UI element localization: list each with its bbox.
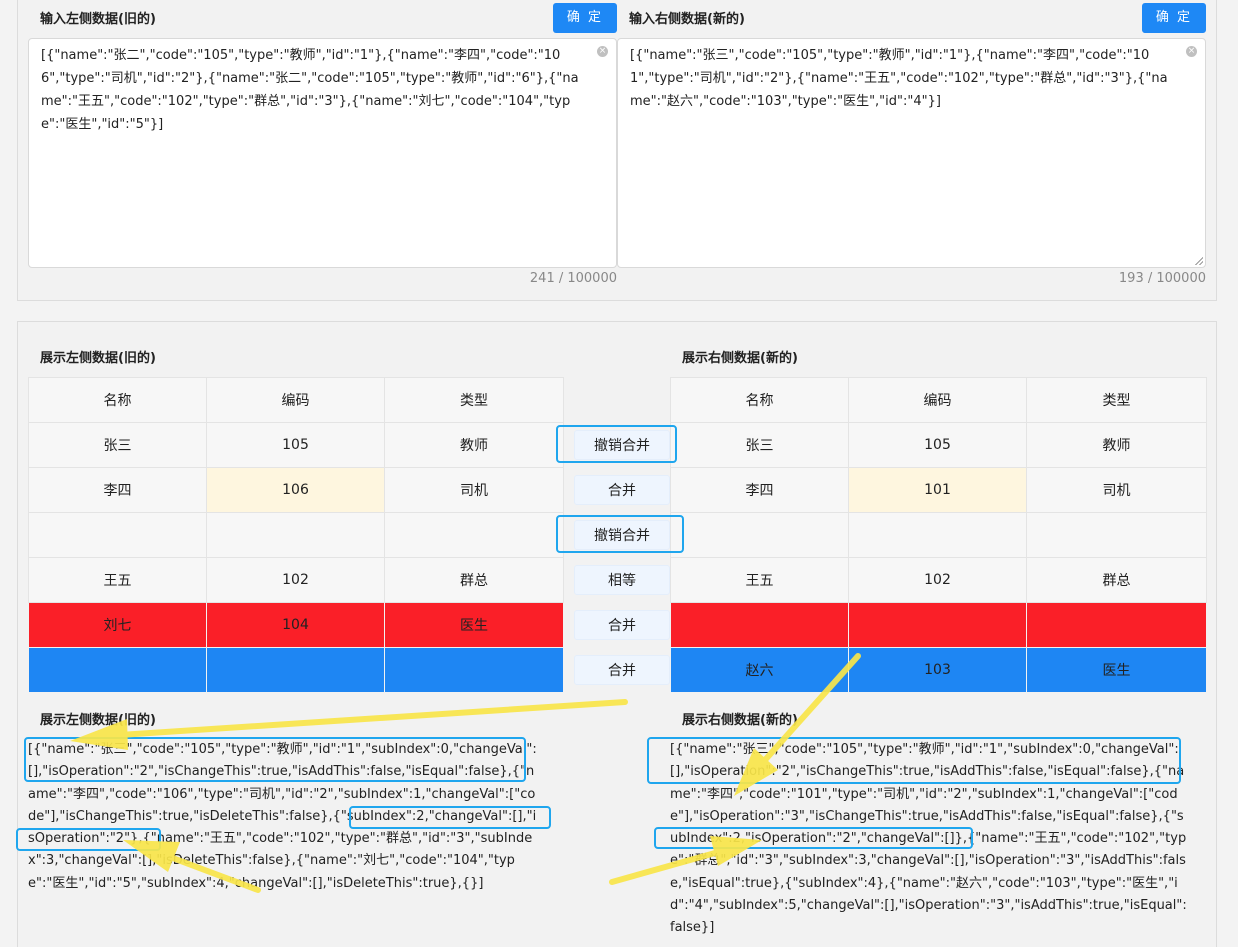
cell-code: 105 bbox=[206, 422, 385, 468]
right-char-count: 193 / 100000 bbox=[1118, 271, 1206, 286]
merge-button[interactable]: 合并 bbox=[574, 610, 670, 640]
cell-name bbox=[670, 602, 849, 648]
table-row-added bbox=[28, 647, 564, 693]
cell-name: 张三 bbox=[670, 422, 849, 468]
left-data-table: 名称 编码 类型 张三 105 教师 李四 106 司机 王五 102 群总 刘… bbox=[28, 377, 564, 693]
merge-button[interactable]: 合并 bbox=[574, 475, 670, 505]
left-data-text: [{"name":"张二","code":"105","type":"教师","… bbox=[41, 48, 579, 132]
cell-code bbox=[848, 512, 1027, 558]
left-input-label: 输入左侧数据(旧的) bbox=[40, 12, 156, 27]
equal-button[interactable]: 相等 bbox=[574, 565, 670, 595]
cell-name: 王五 bbox=[28, 557, 207, 603]
table-row: 张三 105 教师 bbox=[670, 422, 1207, 468]
table-row-deleted: 刘七 104 医生 bbox=[28, 602, 564, 648]
table-row bbox=[28, 512, 564, 558]
left-confirm-button[interactable]: 确 定 bbox=[553, 3, 617, 33]
clear-icon[interactable]: × bbox=[597, 46, 608, 57]
cell-type bbox=[1026, 602, 1207, 648]
header-type: 类型 bbox=[384, 377, 564, 423]
table-row: 王五 102 群总 bbox=[28, 557, 564, 603]
cell-code: 102 bbox=[206, 557, 385, 603]
cell-type: 司机 bbox=[1026, 467, 1207, 513]
arrow-head-icon bbox=[70, 719, 128, 750]
table-row: 李四 101 司机 bbox=[670, 467, 1207, 513]
left-char-count: 241 / 100000 bbox=[529, 271, 617, 286]
table-row-added: 赵六 103 医生 bbox=[670, 647, 1207, 693]
table-row: 张三 105 教师 bbox=[28, 422, 564, 468]
header-code: 编码 bbox=[206, 377, 385, 423]
header-name: 名称 bbox=[28, 377, 207, 423]
header-code: 编码 bbox=[848, 377, 1027, 423]
cell-name: 刘七 bbox=[28, 602, 207, 648]
cell-type: 群总 bbox=[1026, 557, 1207, 603]
cell-code: 104 bbox=[206, 602, 385, 648]
right-data-textarea[interactable]: [{"name":"张三","code":"105","type":"教师","… bbox=[617, 38, 1206, 268]
arrow-line bbox=[117, 699, 628, 738]
annotation-box bbox=[654, 827, 973, 849]
annotation-box bbox=[556, 515, 684, 553]
undo-merge-button[interactable]: 撤销合并 bbox=[574, 430, 670, 460]
right-result-label: 展示右侧数据(新的) bbox=[682, 713, 798, 728]
right-display-label: 展示右侧数据(新的) bbox=[682, 351, 798, 366]
header-type: 类型 bbox=[1026, 377, 1207, 423]
arrow-head-icon bbox=[710, 836, 762, 866]
cell-code-changed: 106 bbox=[206, 467, 385, 513]
header-name: 名称 bbox=[670, 377, 849, 423]
cell-name: 李四 bbox=[670, 467, 849, 513]
arrow-line bbox=[609, 850, 718, 885]
undo-merge-button[interactable]: 撤销合并 bbox=[574, 520, 670, 550]
table-row bbox=[670, 512, 1207, 558]
cell-code: 102 bbox=[848, 557, 1027, 603]
arrow-line bbox=[167, 854, 261, 893]
cell-code bbox=[206, 647, 385, 693]
table-row: 李四 106 司机 bbox=[28, 467, 564, 513]
right-data-table: 名称 编码 类型 张三 105 教师 李四 101 司机 王五 102 群总 赵… bbox=[670, 377, 1207, 693]
cell-name: 李四 bbox=[28, 467, 207, 513]
cell-type bbox=[384, 647, 564, 693]
cell-code bbox=[206, 512, 385, 558]
arrow-head-icon bbox=[123, 840, 180, 872]
cell-code: 105 bbox=[848, 422, 1027, 468]
cell-type bbox=[384, 512, 564, 558]
table-header-row: 名称 编码 类型 bbox=[670, 377, 1207, 423]
clear-icon[interactable]: × bbox=[1186, 46, 1197, 57]
cell-type bbox=[1026, 512, 1207, 558]
cell-type: 医生 bbox=[1026, 647, 1207, 693]
annotation-box bbox=[349, 806, 551, 829]
cell-type: 司机 bbox=[384, 467, 564, 513]
cell-name: 张三 bbox=[28, 422, 207, 468]
left-data-textarea[interactable]: [{"name":"张二","code":"105","type":"教师","… bbox=[28, 38, 617, 268]
cell-name: 王五 bbox=[670, 557, 849, 603]
annotation-box bbox=[556, 425, 677, 463]
right-data-text: [{"name":"张三","code":"105","type":"教师","… bbox=[630, 48, 1168, 109]
right-result-json: [{"name":"张三","code":"105","type":"教师","… bbox=[670, 742, 1187, 936]
right-input-label: 输入右侧数据(新的) bbox=[629, 12, 745, 27]
cell-type: 教师 bbox=[384, 422, 564, 468]
right-confirm-button[interactable]: 确 定 bbox=[1142, 3, 1206, 33]
cell-name: 赵六 bbox=[670, 647, 849, 693]
annotation-box bbox=[647, 737, 1181, 784]
merge-button[interactable]: 合并 bbox=[574, 655, 670, 685]
cell-name bbox=[28, 647, 207, 693]
cell-code-changed: 101 bbox=[848, 467, 1027, 513]
cell-code: 103 bbox=[848, 647, 1027, 693]
table-header-row: 名称 编码 类型 bbox=[28, 377, 564, 423]
resize-handle-icon[interactable] bbox=[1195, 257, 1203, 265]
cell-type: 医生 bbox=[384, 602, 564, 648]
arrow-line bbox=[762, 653, 861, 763]
annotation-box bbox=[16, 828, 161, 851]
arrow-head-icon bbox=[734, 748, 778, 796]
cell-type: 教师 bbox=[1026, 422, 1207, 468]
table-row: 王五 102 群总 bbox=[670, 557, 1207, 603]
cell-type: 群总 bbox=[384, 557, 564, 603]
cell-name bbox=[28, 512, 207, 558]
left-display-label: 展示左侧数据(旧的) bbox=[40, 351, 156, 366]
annotation-box bbox=[24, 737, 526, 782]
